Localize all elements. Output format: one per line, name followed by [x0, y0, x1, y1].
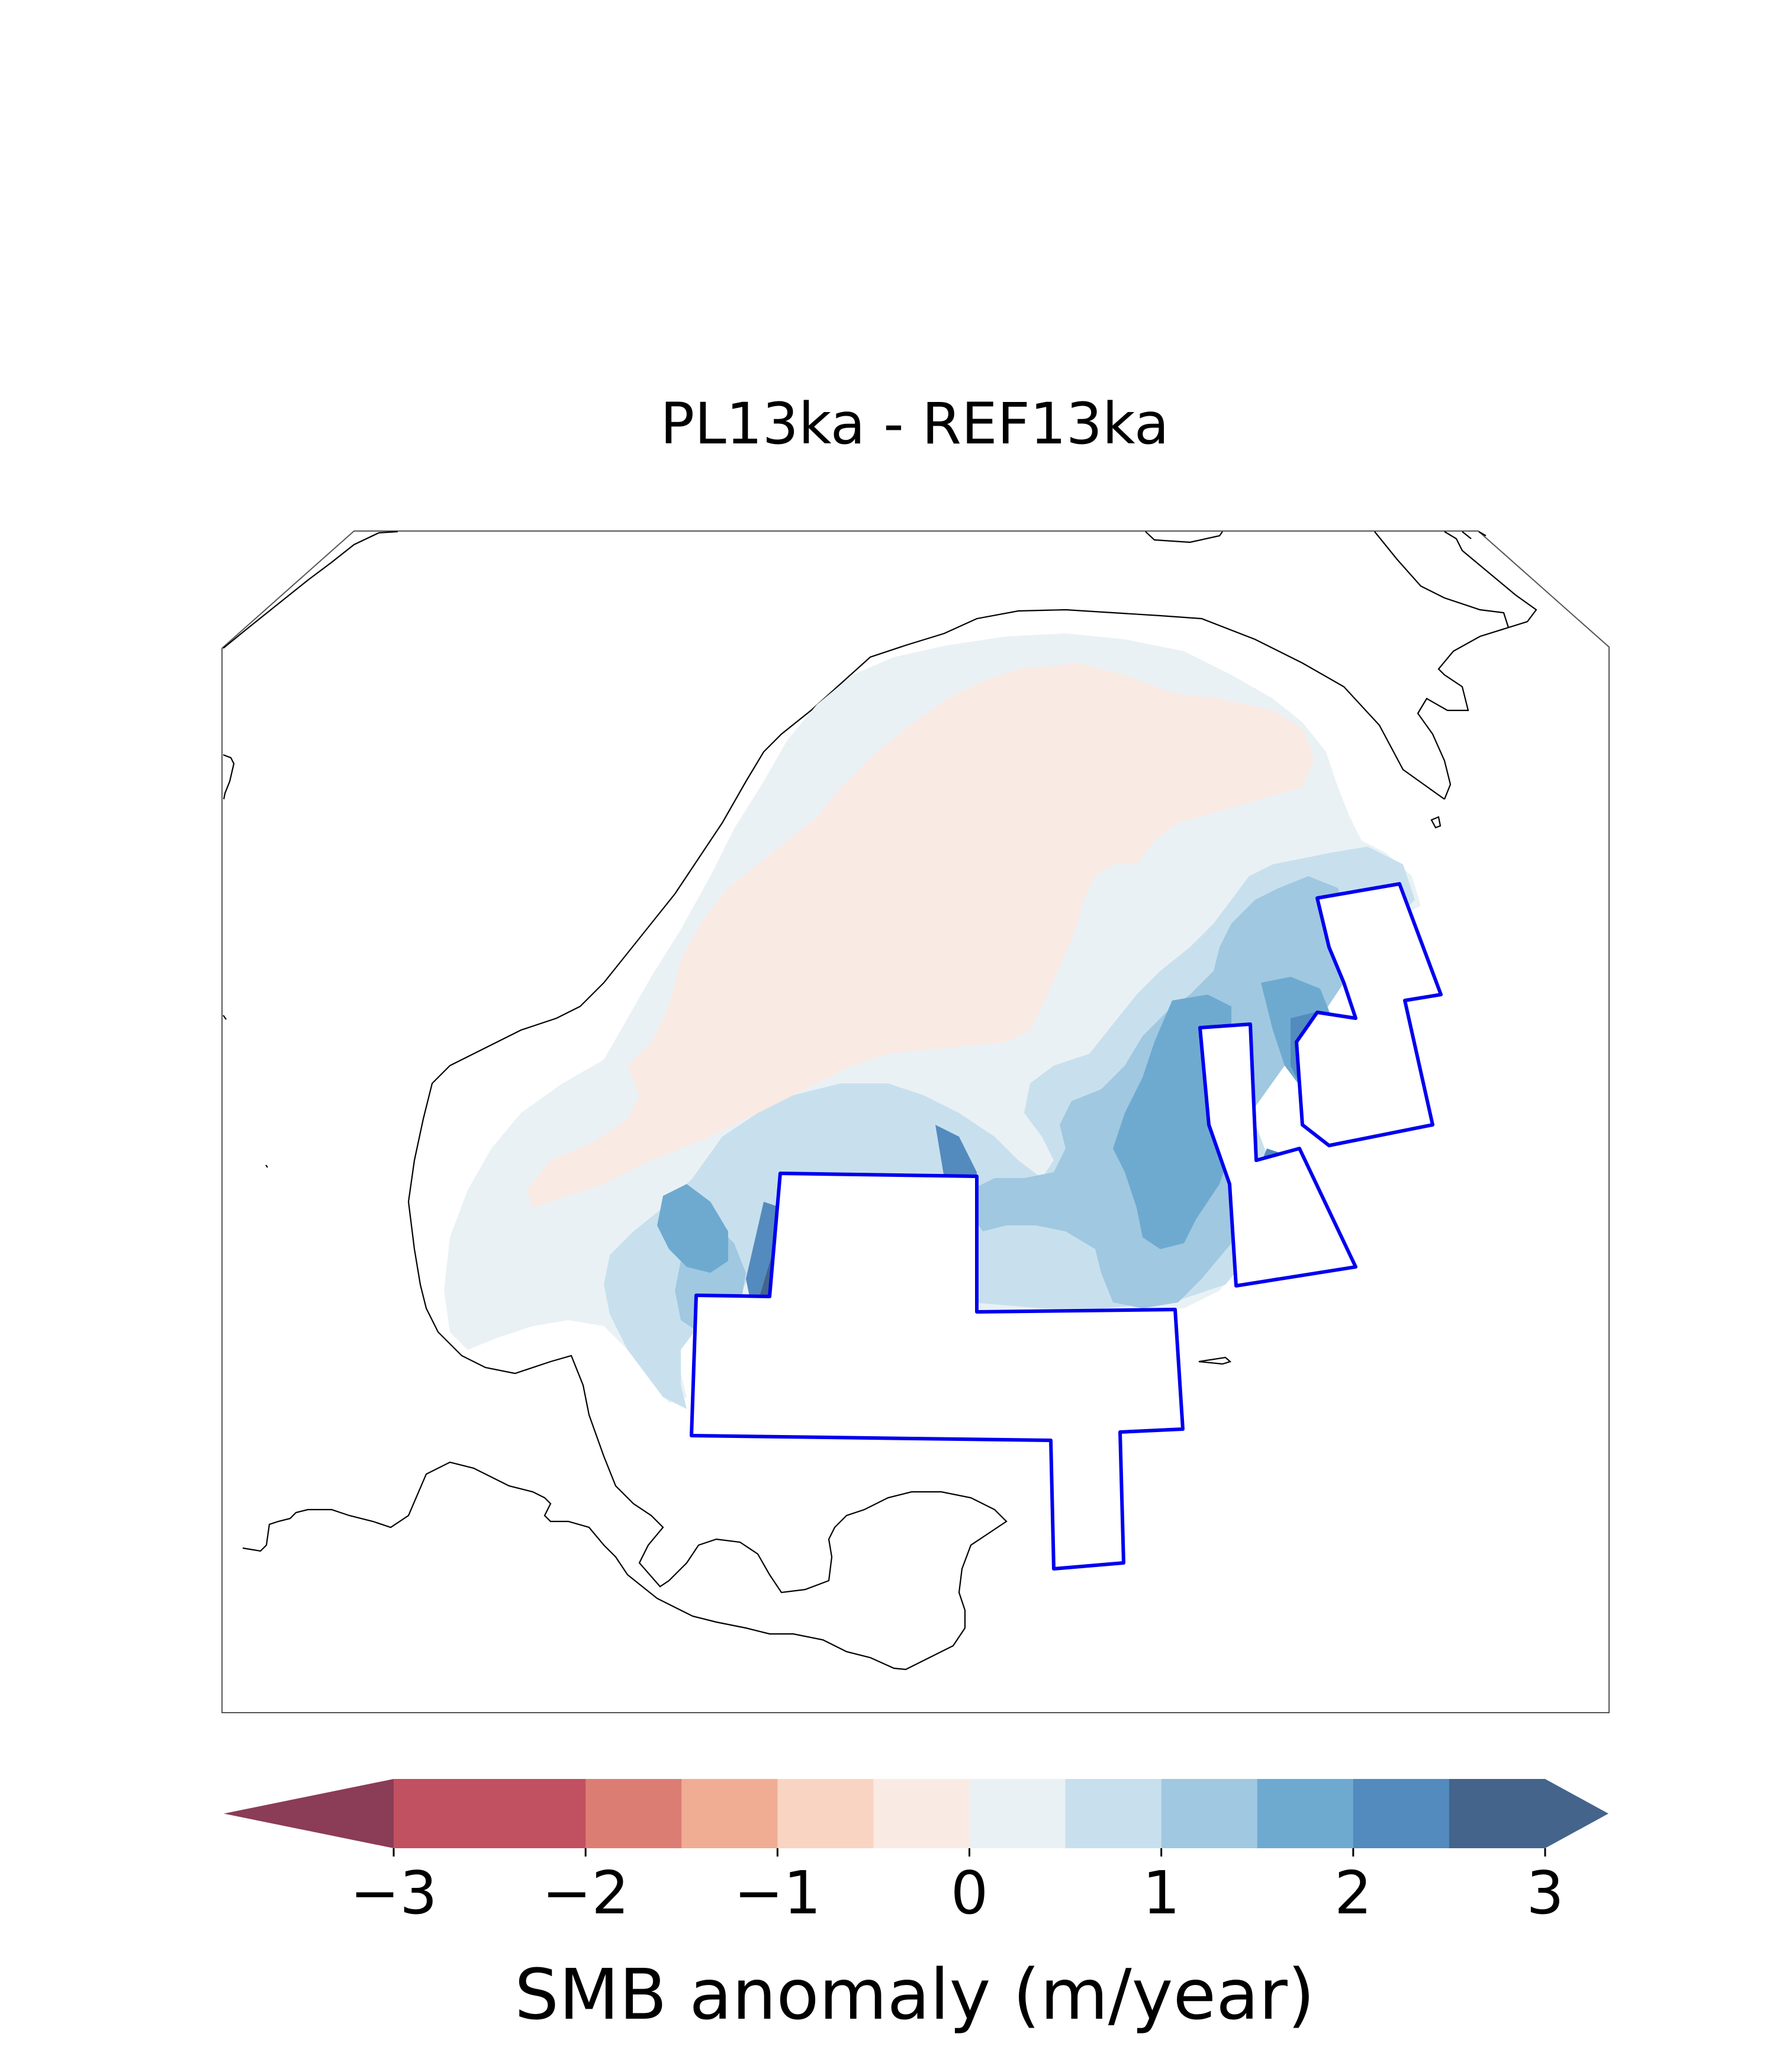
colorbar-under-arrow: [224, 1779, 394, 1848]
colorbar-bin-10: [1353, 1779, 1450, 1848]
colorbar-bin-7: [1065, 1779, 1162, 1848]
colorbar-bin-0: [394, 1779, 490, 1848]
colorbar-bin-4: [777, 1779, 874, 1848]
colorbar-tick-label: 2: [1334, 1858, 1372, 1928]
coastlines: [223, 530, 1537, 1671]
outline-main-region: [690, 1172, 1185, 1571]
colorbar-tick-label: 1: [1143, 1858, 1180, 1928]
colorbar-bin-1: [490, 1779, 586, 1848]
smb-band-neg0.5-0: [527, 663, 1314, 1208]
colorbar-tick-label: −3: [350, 1858, 437, 1928]
colorbar-bin-11: [1449, 1779, 1546, 1848]
colorbar-bin-9: [1257, 1779, 1354, 1848]
colorbar-tick-label: −1: [734, 1858, 821, 1928]
colorbar-bin-5: [873, 1779, 970, 1848]
region-outlines: [690, 882, 1443, 1571]
colorbar-label: SMB anomaly (m/year): [514, 1954, 1315, 2035]
colorbar-tick-label: 3: [1526, 1858, 1564, 1928]
colorbar-tick-label: −2: [542, 1858, 629, 1928]
colorbar-bin-2: [585, 1779, 682, 1848]
colorbar-bin-3: [681, 1779, 778, 1848]
outline-east-region: [1295, 882, 1443, 1147]
colorbar: −3 −2 −1 0 1 2 3: [224, 1779, 1608, 1928]
outline-middle-region: [1198, 1022, 1357, 1288]
smb-band-1.5-2: [657, 977, 1338, 1273]
colorbar-tick-label: 0: [951, 1858, 989, 1928]
colorbar-bin-8: [1161, 1779, 1258, 1848]
map-title: PL13ka - REF13ka: [660, 391, 1169, 457]
colorbar-bin-6: [969, 1779, 1066, 1848]
colorbar-over-arrow: [1545, 1779, 1608, 1848]
